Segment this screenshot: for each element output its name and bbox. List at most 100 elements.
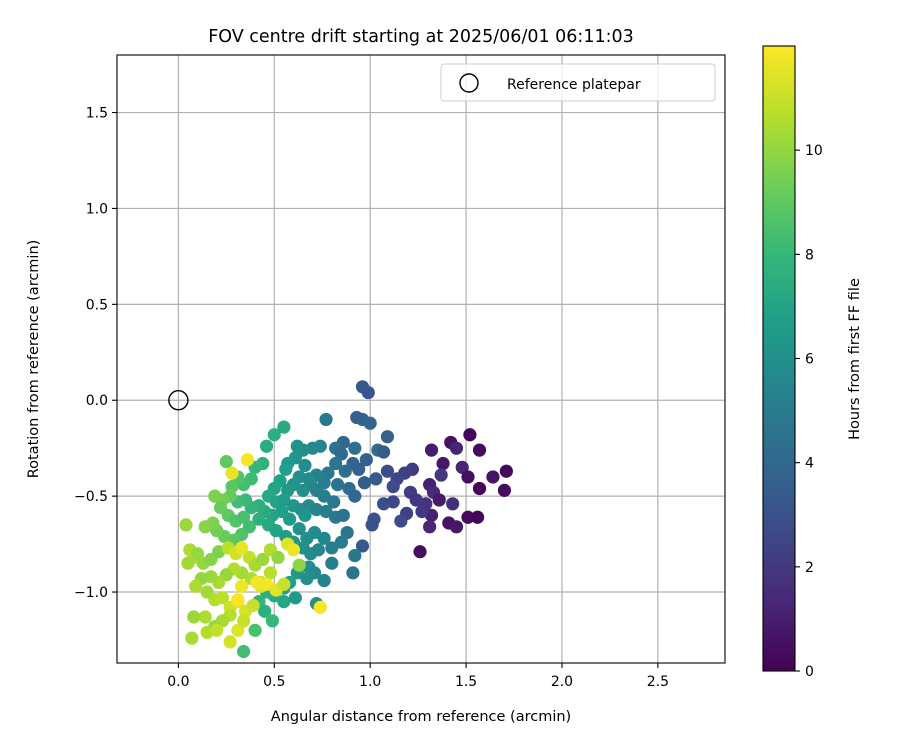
scatter-point xyxy=(181,556,195,570)
scatter-point xyxy=(461,470,475,484)
colorbar-tick-label: 10 xyxy=(805,143,823,159)
reference-platepar-marker xyxy=(168,390,189,411)
colorbar-gradient xyxy=(763,46,795,671)
scatter-point xyxy=(198,520,212,534)
scatter-point xyxy=(376,445,391,459)
colorbar-label: Hours from first FF file xyxy=(847,278,863,440)
scatter-point xyxy=(432,493,446,507)
scatter-point xyxy=(415,504,429,519)
scatter-point xyxy=(325,556,339,570)
scatter-point xyxy=(277,493,291,507)
x-tick-label: 2.0 xyxy=(551,674,573,690)
scatter-point xyxy=(352,462,366,476)
y-axis-ticks: −1.0 −0.5 0.0 0.5 1.0 1.5 xyxy=(74,106,117,601)
scatter-point xyxy=(325,541,339,555)
scatter-point xyxy=(252,512,266,526)
scatter-point xyxy=(298,508,312,522)
scatter-point xyxy=(361,385,375,400)
legend: Reference platepar xyxy=(440,63,716,102)
scatter-point xyxy=(235,541,249,555)
scatter-point xyxy=(210,623,224,637)
scatter-point xyxy=(461,510,475,524)
scatter-point xyxy=(277,420,291,434)
scatter-point xyxy=(248,623,262,637)
scatter-point xyxy=(286,543,301,557)
scatter-point xyxy=(463,428,477,442)
x-tick-label: 1.5 xyxy=(455,674,477,690)
chart-title: FOV centre drift starting at 2025/06/01 … xyxy=(208,27,634,47)
y-tick-label: 0.5 xyxy=(86,297,108,313)
colorbar-tick-label: 0 xyxy=(805,664,814,680)
scatter-point xyxy=(190,547,205,561)
colorbar-tick-label: 6 xyxy=(805,352,814,368)
scatter-point xyxy=(292,558,306,572)
y-tick-label: 1.0 xyxy=(86,201,108,217)
y-tick-label: −0.5 xyxy=(74,489,108,505)
scatter-point xyxy=(223,635,237,649)
colorbar-tick-label: 8 xyxy=(805,247,814,263)
scatter-points xyxy=(179,380,513,659)
scatter-point xyxy=(424,443,439,457)
scatter-point xyxy=(288,591,302,605)
scatter-point xyxy=(319,504,333,519)
scatter-point xyxy=(231,623,245,637)
scatter-point xyxy=(246,598,260,613)
scatter-point xyxy=(423,520,437,534)
scatter-point xyxy=(369,472,383,486)
scatter-point xyxy=(311,543,325,557)
y-tick-label: 0.0 xyxy=(86,393,108,409)
x-tick-label: 2.5 xyxy=(647,674,669,690)
scatter-point xyxy=(340,525,354,540)
x-tick-label: 0.5 xyxy=(263,674,285,690)
colorbar-ticks: 0 2 4 6 8 10 xyxy=(795,143,823,680)
scatter-point xyxy=(486,470,500,484)
scatter-point xyxy=(236,644,251,659)
plot-area-frame xyxy=(116,54,726,664)
scatter-point xyxy=(348,441,362,455)
scatter-point xyxy=(198,610,212,624)
scatter-point xyxy=(215,591,230,605)
scatter-point xyxy=(355,539,370,553)
scatter-point xyxy=(334,447,349,461)
scatter-point xyxy=(271,550,285,565)
scatter-point xyxy=(225,466,239,480)
scatter-point xyxy=(258,604,272,618)
scatter-point xyxy=(302,472,316,486)
x-tick-label: 0.0 xyxy=(167,674,189,690)
scatter-point xyxy=(269,524,283,538)
colorbar: 0 2 4 6 8 10 Hours from first FF file xyxy=(762,45,863,680)
scatter-point xyxy=(380,430,395,444)
scatter-point xyxy=(394,514,408,528)
scatter-point xyxy=(290,439,304,453)
scatter-point xyxy=(380,464,395,478)
scatter-point xyxy=(338,464,352,478)
scatter-point xyxy=(313,600,327,614)
scatter-point xyxy=(329,456,343,471)
scatter-point xyxy=(267,428,281,442)
scatter-point xyxy=(298,458,312,473)
scatter-point xyxy=(446,497,460,511)
scatter-point xyxy=(208,489,222,503)
scatter-point xyxy=(235,579,249,593)
scatter-point xyxy=(317,573,331,588)
scatter-point xyxy=(357,476,372,490)
legend-entry-reference-platepar: Reference platepar xyxy=(507,77,641,93)
scatter-point xyxy=(336,508,350,522)
scatter-point xyxy=(363,416,377,430)
scatter-point xyxy=(277,595,291,609)
scatter-point xyxy=(240,453,255,467)
scatter-point xyxy=(434,468,448,482)
scatter-point xyxy=(260,439,274,453)
scatter-point xyxy=(236,510,251,524)
scatter-point xyxy=(386,479,400,494)
scatter-point xyxy=(449,441,464,455)
scatter-point xyxy=(236,614,251,628)
scatter-point xyxy=(179,518,193,532)
colorbar-tick-label: 2 xyxy=(805,560,814,576)
scatter-point xyxy=(319,412,333,427)
scatter-point xyxy=(292,522,306,536)
scatter-point xyxy=(250,575,264,590)
scatter-point xyxy=(189,579,203,593)
scatter-point xyxy=(185,631,199,645)
